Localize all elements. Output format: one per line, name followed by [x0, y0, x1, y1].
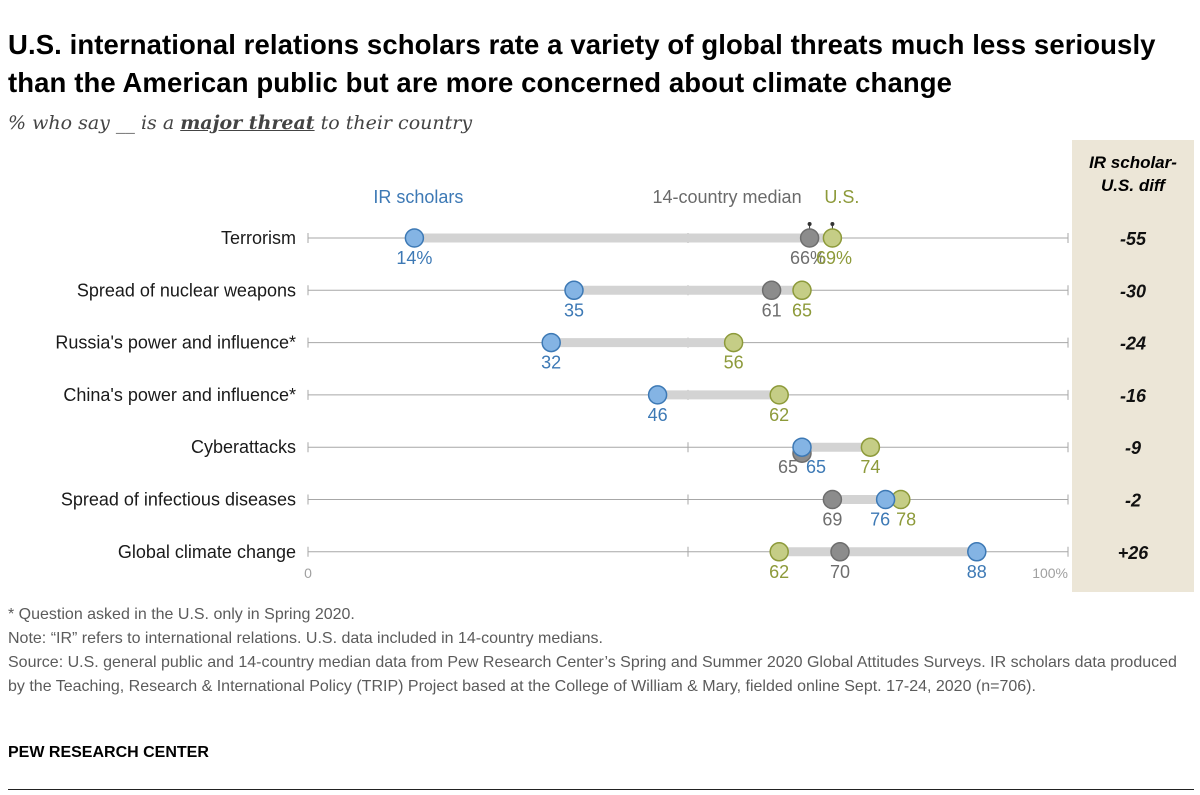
median-value-label: 65	[778, 457, 798, 477]
diff-value: -16	[1120, 386, 1147, 406]
row-4: Cyberattacks 65 74 65 -9	[191, 437, 1141, 477]
legend-us: U.S.	[824, 187, 859, 207]
median-dot	[761, 280, 782, 301]
dot-range-chart: IR scholar- U.S. diff IR scholars 14-cou…	[55, 140, 1194, 592]
footnote-source: Source: U.S. general public and 14-count…	[8, 654, 1177, 695]
chart-rows: Terrorism 66%69% 14% -55 Spread of nuclear w…	[55, 228, 1149, 582]
ir-scholars-dot	[875, 489, 896, 510]
row-0: Terrorism 66%69% 14% -55	[221, 228, 1147, 268]
diff-value: -24	[1120, 334, 1146, 354]
row-5: Spread of infectious diseases 69 78 76 -2	[61, 490, 1141, 530]
median-value-label: 69	[822, 510, 842, 530]
ir-scholars-dot	[967, 542, 987, 562]
row-6: Global climate change 70 62 88 +26	[118, 542, 1149, 582]
us-dot	[769, 385, 789, 405]
us-dot	[769, 542, 789, 562]
ir-scholars-dot	[647, 385, 668, 405]
legend-median: 14-country median	[653, 187, 802, 207]
ir-scholars-value-label: 88	[967, 562, 987, 582]
category-label: Global climate change	[118, 542, 296, 562]
footnotes: * Question asked in the U.S. only in Spr…	[8, 603, 1194, 699]
legend-pointer-dot-us	[830, 222, 835, 226]
diff-value: -9	[1125, 438, 1141, 458]
us-dot	[723, 332, 744, 353]
ir-scholars-value-label: 46	[648, 405, 668, 425]
category-label: Russia's power and influence*	[55, 333, 296, 353]
us-value-label: 62	[769, 405, 789, 425]
brand-label: PEW RESEARCH CENTER	[8, 744, 209, 761]
us-value-label: 78	[896, 510, 916, 530]
legend: IR scholars 14-country median U.S.	[373, 187, 859, 229]
chart-title: U.S. international relations scholars ra…	[8, 29, 1156, 98]
x-tick-start: 0	[304, 565, 312, 581]
ir-scholars-value-label: 35	[564, 300, 584, 320]
ir-scholars-value-label: 65	[806, 457, 826, 477]
us-value-label: 62	[769, 562, 789, 582]
x-tick-end: 100%	[1032, 565, 1068, 581]
us-value-label: 69%	[816, 248, 852, 268]
us-dot	[860, 437, 881, 457]
diff-value: -2	[1125, 491, 1141, 511]
median-dot	[822, 489, 843, 510]
category-label: Spread of nuclear weapons	[77, 280, 296, 300]
category-label: Terrorism	[221, 228, 296, 248]
diff-value: -55	[1120, 229, 1147, 249]
ir-scholars-value-label: 32	[541, 353, 561, 373]
row-1: Spread of nuclear weapons 61 65 35 -30	[77, 280, 1146, 320]
category-label: Cyberattacks	[191, 437, 296, 457]
ir-scholars-dot	[404, 228, 425, 248]
chart-subtitle: % who say __ is a major threat to their …	[8, 112, 472, 134]
diff-header-line-2: U.S. diff	[1101, 176, 1167, 195]
ir-scholars-value-label: 76	[870, 510, 890, 530]
subtitle-before: % who say __ is a	[8, 112, 181, 134]
diff-column-background	[1072, 140, 1194, 592]
diff-header-line-1: IR scholar-	[1089, 153, 1177, 172]
row-2: Russia's power and influence* 56 32 -24	[55, 333, 1146, 373]
diff-header: IR scholar- U.S. diff	[1089, 153, 1177, 195]
category-label: Spread of infectious diseases	[61, 490, 296, 510]
footnote-note: Note: “IR” refers to international relat…	[8, 630, 603, 647]
footnote-asterisk: * Question asked in the U.S. only in Spr…	[8, 606, 355, 623]
median-dot	[799, 228, 820, 248]
median-dot	[830, 542, 850, 562]
category-label: China's power and influence*	[63, 385, 296, 405]
subtitle-emphasis: major threat	[180, 112, 315, 134]
us-dot	[822, 228, 843, 248]
legend-pointer-dot-median	[807, 222, 812, 226]
us-value-label: 74	[860, 457, 880, 477]
subtitle-after: to their country	[314, 112, 473, 134]
median-value-label: 66%	[790, 248, 826, 268]
bottom-divider	[8, 789, 1194, 790]
row-3: China's power and influence* 62 46 -16	[63, 385, 1147, 425]
diff-value: +26	[1118, 543, 1150, 563]
us-value-label: 56	[724, 353, 744, 373]
us-dot	[792, 280, 812, 301]
ir-scholars-dot	[564, 280, 584, 301]
median-value-label: 61	[762, 300, 782, 320]
diff-value: -30	[1120, 281, 1146, 301]
us-value-label: 65	[792, 300, 812, 320]
ir-scholars-value-label: 14%	[396, 248, 432, 268]
ir-scholars-dot	[541, 332, 561, 353]
ir-scholars-dot	[792, 437, 812, 457]
legend-ir-scholars: IR scholars	[373, 187, 463, 207]
median-value-label: 70	[830, 562, 850, 582]
